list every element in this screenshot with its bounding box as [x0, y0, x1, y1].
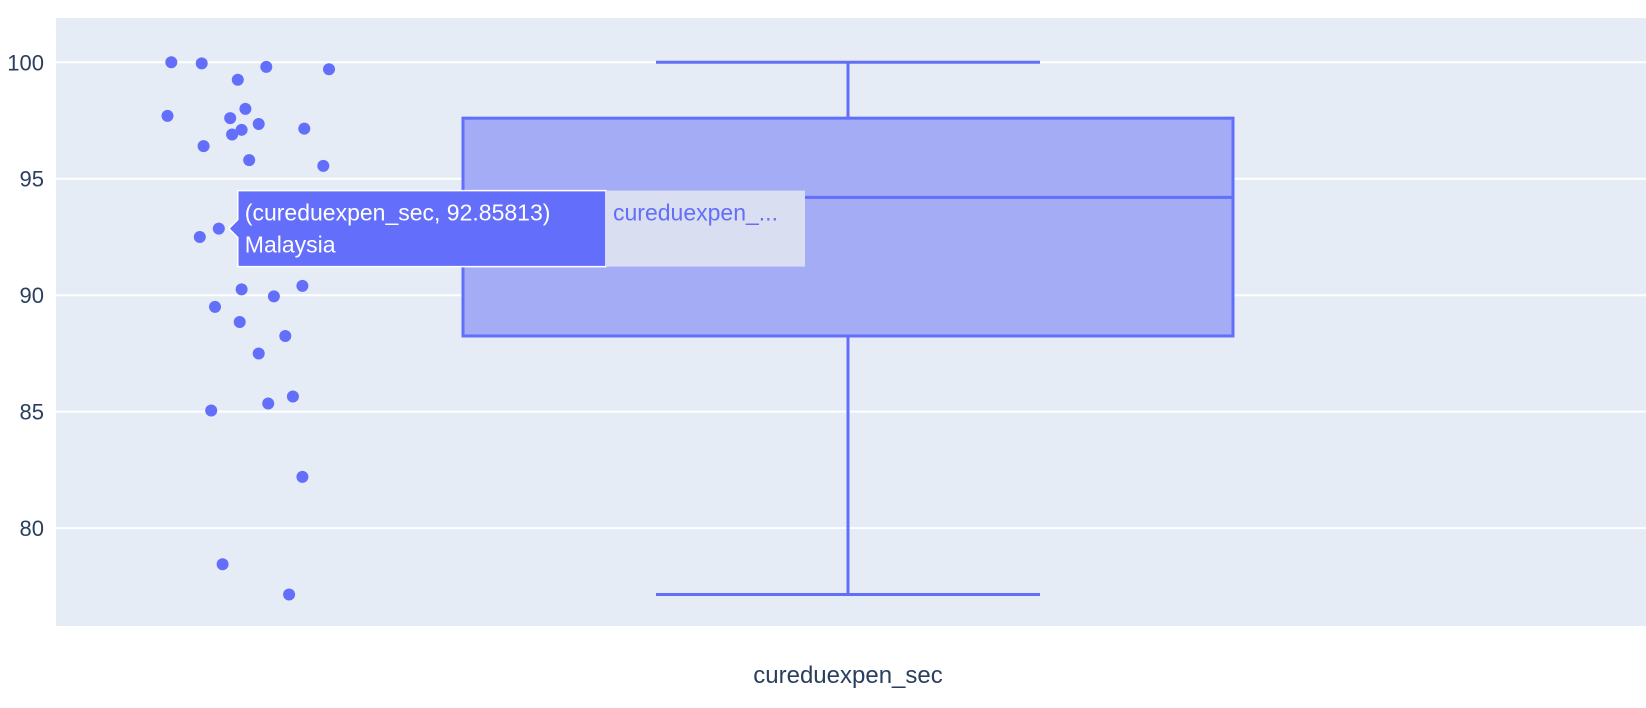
y-tick-label-95: 95 — [20, 167, 44, 192]
data-point[interactable] — [233, 316, 246, 328]
hover-trace-name: cureduexpen_... — [613, 200, 778, 226]
data-point[interactable] — [323, 63, 335, 76]
y-tick-label-100: 100 — [7, 50, 44, 75]
data-point[interactable] — [197, 140, 210, 153]
data-point[interactable] — [205, 404, 218, 417]
hover-tooltip: (cureduexpen_sec, 92.85813) Malaysia cur… — [227, 189, 805, 268]
hover-trace-name-box — [606, 190, 805, 267]
data-point[interactable] — [317, 159, 330, 172]
data-point[interactable] — [262, 397, 275, 410]
data-point[interactable] — [209, 300, 221, 313]
data-point[interactable] — [286, 390, 299, 403]
data-point[interactable] — [296, 279, 309, 292]
data-point[interactable] — [165, 56, 178, 69]
data-point[interactable] — [298, 122, 311, 135]
data-point[interactable] — [231, 73, 244, 86]
data-point[interactable] — [283, 588, 296, 601]
y-tick-label-80: 80 — [20, 516, 44, 541]
hover-country-text: Malaysia — [245, 232, 336, 258]
hover-value-text: (cureduexpen_sec, 92.85813) — [245, 200, 551, 226]
data-point[interactable] — [279, 329, 292, 342]
data-point[interactable] — [252, 117, 265, 130]
data-point[interactable] — [212, 222, 225, 235]
data-point[interactable] — [239, 102, 252, 115]
y-tick-label-85: 85 — [20, 400, 44, 425]
x-category-label: cureduexpen_sec — [753, 662, 942, 689]
data-point[interactable] — [235, 123, 248, 136]
data-point[interactable] — [195, 57, 208, 70]
data-point[interactable] — [243, 154, 256, 167]
data-point[interactable] — [226, 128, 239, 141]
data-point[interactable] — [216, 558, 229, 571]
data-point[interactable] — [235, 283, 248, 296]
data-point[interactable] — [296, 470, 309, 483]
data-point[interactable] — [161, 109, 174, 122]
data-point[interactable] — [267, 290, 280, 303]
data-point[interactable] — [193, 230, 206, 243]
y-axis-ticks: 80 85 90 95 100 — [7, 50, 44, 541]
data-point[interactable] — [224, 112, 237, 125]
data-points[interactable] — [161, 56, 336, 601]
y-tick-label-90: 90 — [20, 283, 44, 308]
data-point[interactable] — [260, 60, 273, 73]
data-point[interactable] — [252, 347, 265, 360]
